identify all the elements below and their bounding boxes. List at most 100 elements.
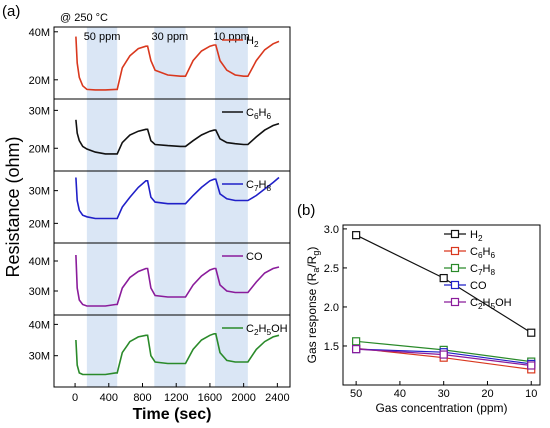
data-point [439, 350, 448, 359]
exposure-label: 50 ppm [84, 31, 121, 43]
text-part: H [483, 246, 491, 258]
subscript: 5 [267, 328, 272, 337]
legend-label: C7H8 [470, 263, 496, 277]
legend-marker [450, 263, 460, 273]
x-axis-title: Time (sec) [133, 406, 212, 423]
exposure-band-2 [154, 27, 186, 387]
series-line-C2H5OH [75, 333, 280, 376]
y-tick-label: 1.5 [324, 341, 339, 353]
legend-label-C7H8: C7H8 [246, 179, 272, 193]
data-point [439, 273, 448, 283]
legend-label-C2H5OH: C2H5OH [246, 323, 288, 337]
legend-marker [450, 280, 460, 290]
text-part: H [470, 229, 478, 241]
text-part: OH [495, 297, 512, 309]
y-axis-title: Resistance (ohm) [3, 136, 23, 277]
x-tick-label: 1200 [164, 392, 188, 404]
subscript: 7 [254, 184, 259, 193]
series-line [355, 234, 532, 334]
subscript: 8 [491, 268, 496, 277]
text-part: C [470, 246, 478, 258]
subscript: 2 [478, 302, 483, 311]
y-tick-label: 2.5 [324, 263, 339, 275]
y-tick-label: 20M [29, 143, 50, 155]
subscript: g [311, 251, 321, 256]
series-line-H2 [75, 36, 280, 91]
x-tick-label: 2000 [231, 392, 255, 404]
condition-label: @ 250 °C [60, 12, 108, 24]
exposure-label: 10 ppm [213, 31, 250, 43]
y-tick-label: 3.0 [324, 224, 339, 236]
subscript: 5 [491, 302, 496, 311]
legend-label-CO: CO [246, 251, 263, 263]
x-axis-title: Gas concentration (ppm) [375, 401, 507, 415]
subscript: 6 [478, 251, 483, 260]
y-tick-label: 20M [29, 218, 50, 230]
text-part: H [246, 35, 254, 47]
exposure-label: 30 ppm [152, 31, 189, 43]
y-tick-label: 2.0 [324, 302, 339, 314]
legend-label: CO [470, 280, 487, 292]
panel-label: (b) [297, 202, 315, 219]
data-point [352, 231, 361, 240]
y-tick-label: 30M [29, 286, 50, 298]
y-tick-label: 30M [29, 186, 50, 198]
text-part: H [483, 297, 491, 309]
series-line-C7H8 [75, 176, 280, 220]
x-tick-label: 0 [72, 392, 78, 404]
legend-label: C6H6 [470, 246, 496, 260]
x-tick-label: 10 [525, 388, 537, 400]
text-part: Gas response (R [305, 272, 319, 363]
series-line-CO [75, 254, 280, 307]
y-tick-label: 30M [29, 351, 50, 363]
text-part: H [483, 263, 491, 275]
x-tick-label: 40 [394, 388, 406, 400]
text-part: C [470, 297, 478, 309]
x-tick-label: 400 [100, 392, 118, 404]
x-tick-label: 1600 [198, 392, 222, 404]
legend-label-C6H6: C6H6 [246, 107, 272, 121]
x-tick-label: 50 [350, 388, 362, 400]
y-axis-title: Gas response (Ra/Rg) [305, 247, 321, 364]
subscript: 2 [254, 328, 259, 337]
text-part: OH [271, 323, 288, 335]
y-tick-label: 20M [29, 75, 50, 87]
legend-label-H2: H2 [246, 35, 259, 49]
y-tick-label: 40M [29, 319, 50, 331]
text-part: H [259, 179, 267, 191]
text-part: H [259, 107, 267, 119]
plot-frame [342, 224, 541, 386]
x-tick-label: 2400 [265, 392, 289, 404]
text-part: C [246, 107, 254, 119]
data-point [527, 361, 536, 370]
panel-b: 1.52.02.53.050 40 30 20 10H2C6H6C7H8COC2H5OH… [297, 202, 541, 415]
subscript: 2 [478, 234, 483, 243]
exposure-band-3 [214, 27, 248, 387]
x-tick-label: 800 [133, 392, 151, 404]
legend-label: C2H5OH [470, 297, 512, 311]
subscript: 2 [254, 40, 259, 49]
subscript: 6 [491, 251, 496, 260]
legend-marker [450, 297, 460, 307]
legend-marker [450, 229, 460, 239]
x-tick-label: 20 [481, 388, 493, 400]
y-tick-label: 40M [29, 27, 50, 39]
x-tick-label: 30 [438, 388, 450, 400]
data-point [352, 337, 361, 346]
subscript: a [311, 268, 321, 273]
text-part: C [246, 179, 254, 191]
subscript: 6 [267, 112, 272, 121]
data-point [352, 344, 361, 354]
subpanel-frame [53, 314, 291, 388]
text-part: ) [305, 247, 319, 251]
subscript: 8 [267, 184, 272, 193]
series-line-C6H6 [75, 119, 280, 155]
text-part: H [259, 323, 267, 335]
text-part: C [246, 323, 254, 335]
y-tick-label: 30M [29, 105, 50, 117]
text-part: C [470, 263, 478, 275]
subscript: 7 [478, 268, 483, 277]
subscript: 6 [254, 112, 259, 121]
